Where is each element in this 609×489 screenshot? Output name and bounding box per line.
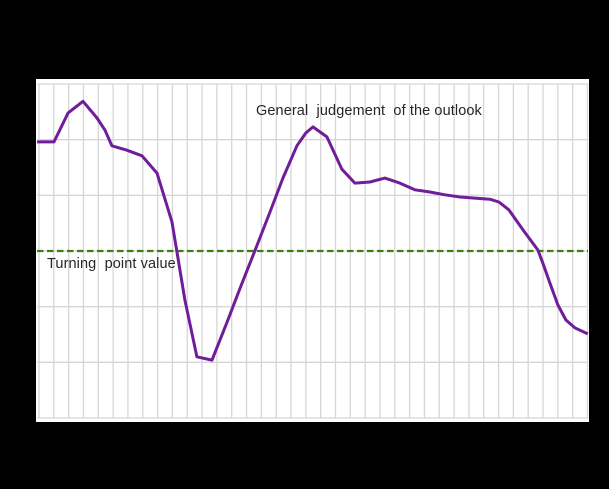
series-line (37, 99, 589, 362)
series-label: General judgement of the outlook (256, 103, 482, 119)
turning-point-label: Turning point value (47, 256, 176, 272)
